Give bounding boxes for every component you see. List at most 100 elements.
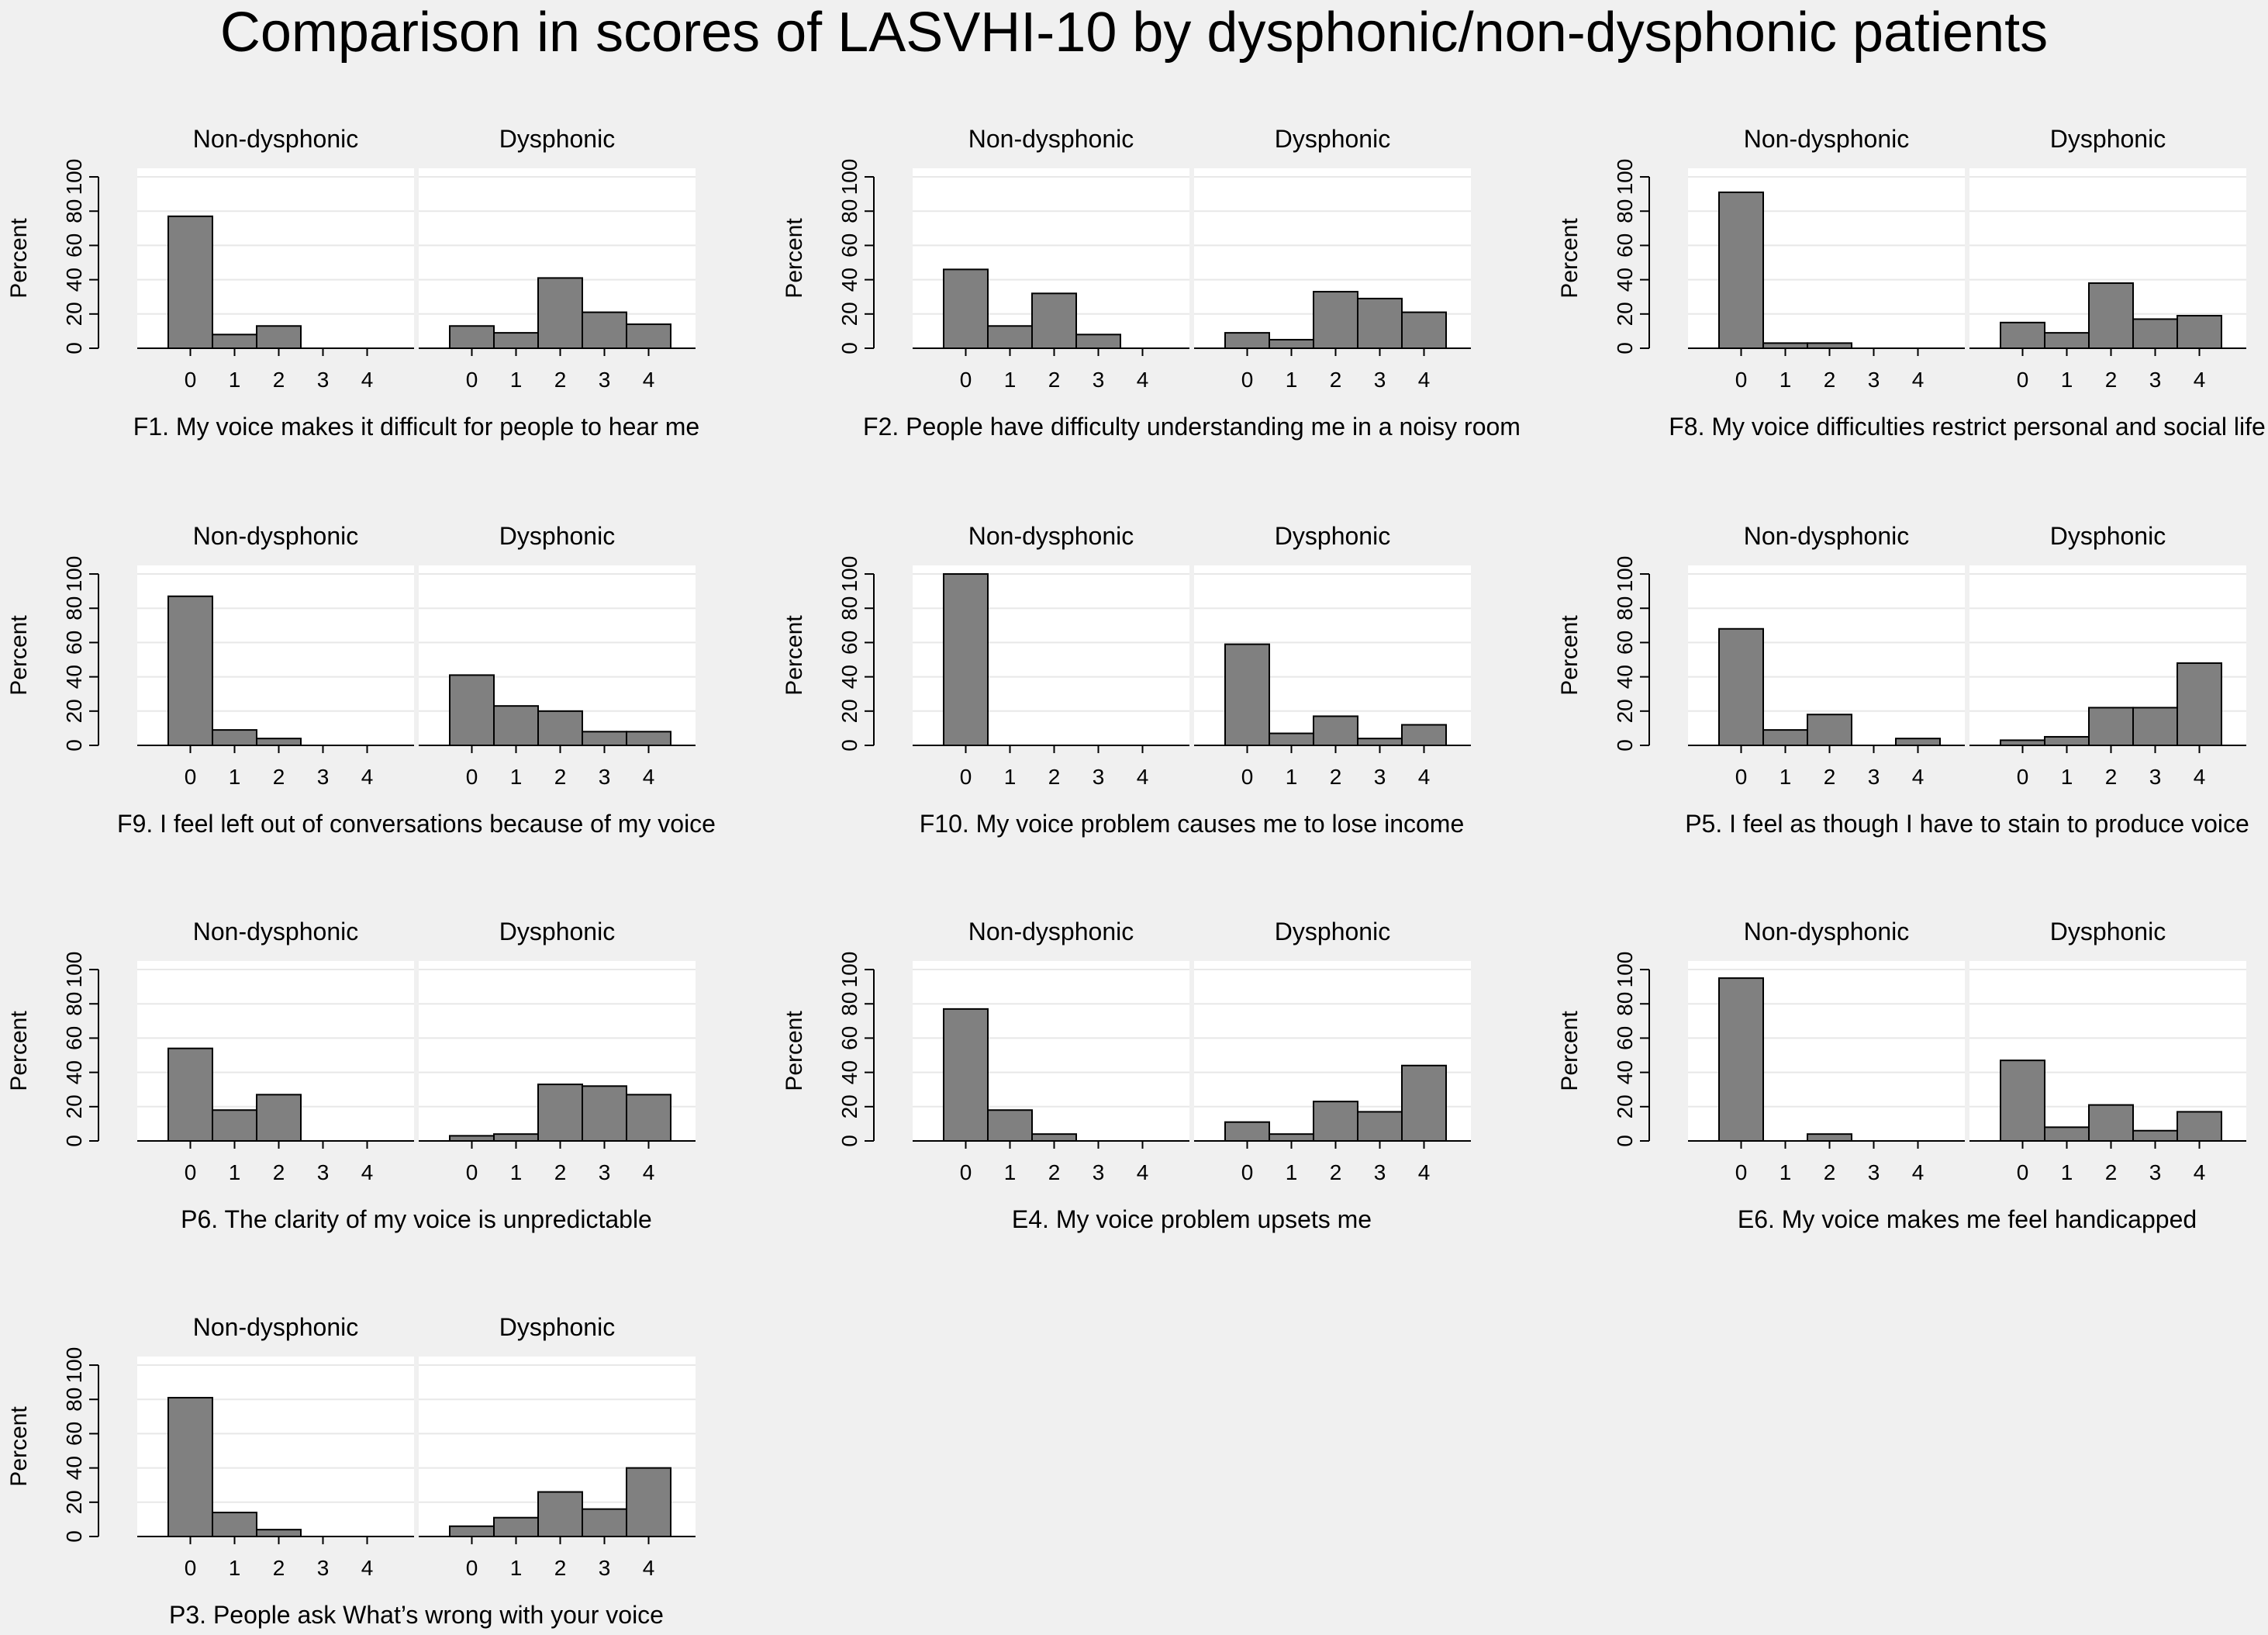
bar [212, 1109, 257, 1142]
y-tick-label: 100 [62, 556, 86, 593]
x-tick-label: 4 [643, 765, 655, 789]
panel-dysphonic: Dysphonic 0 1 2 3 4 [1194, 918, 1471, 1184]
bar [212, 1512, 257, 1537]
chart-title: P5. I feel as though I have to stain to … [1685, 810, 2249, 838]
panel-title: Dysphonic [2050, 522, 2166, 550]
panel-non-dysphonic: Non-dysphonic 0 1 2 3 4 [913, 125, 1189, 392]
bar [626, 323, 671, 350]
x-tick-label: 2 [1824, 368, 1836, 392]
x-tick-label: 0 [960, 368, 972, 392]
y-tick-label: 20 [837, 699, 861, 723]
x-tick-label: 4 [1418, 368, 1431, 392]
bar [1224, 643, 1270, 747]
x-tick-label: 0 [1241, 1160, 1254, 1184]
x-tick-label: 3 [599, 1556, 611, 1580]
bar [2000, 321, 2045, 350]
x-tick-label: 2 [1048, 368, 1061, 392]
x-tick-label: 3 [1093, 1160, 1105, 1184]
y-axis-label: Percent [6, 1406, 32, 1487]
panel-non-dysphonic: Non-dysphonic 0 1 2 3 4 [137, 522, 414, 789]
chart-title: E4. My voice problem upsets me [1012, 1205, 1372, 1233]
x-tick-label: 1 [2061, 765, 2073, 789]
figure-title: Comparison in scores of LASVHI-10 by dys… [219, 2, 2049, 64]
bar [1807, 714, 1852, 747]
x-tick-label: 4 [643, 1556, 655, 1580]
panel-non-dysphonic: Non-dysphonic 0 1 2 3 4 [913, 522, 1189, 789]
panel-dysphonic: Dysphonic 0 1 2 3 4 [1194, 522, 1471, 789]
y-tick-label: 100 [837, 952, 861, 988]
bar [1762, 729, 1808, 746]
bar [1313, 1101, 1358, 1142]
x-tick-label: 3 [599, 368, 611, 392]
bar [1718, 977, 1764, 1142]
y-tick-label: 80 [837, 199, 861, 223]
bar [212, 729, 257, 746]
y-tick-label: 80 [62, 199, 86, 223]
x-tick-label: 4 [1137, 765, 1149, 789]
x-tick-label: 0 [2017, 1160, 2029, 1184]
y-tick-label: 40 [837, 268, 861, 292]
x-tick-label: 2 [1824, 765, 1836, 789]
bar [167, 595, 213, 746]
panel-non-dysphonic: Non-dysphonic 0 1 2 3 4 [1688, 918, 1965, 1184]
bar [943, 268, 989, 349]
y-tick-label: 80 [837, 596, 861, 620]
x-tick-label: 1 [229, 765, 241, 789]
x-tick-label: 2 [273, 1160, 285, 1184]
x-tick-label: 2 [2105, 1160, 2118, 1184]
y-tick-label: 80 [1613, 992, 1637, 1016]
y-tick-label: 0 [62, 1135, 86, 1147]
x-tick-label: 0 [466, 1556, 478, 1580]
panel-non-dysphonic: Non-dysphonic 0 1 2 3 4 [137, 918, 414, 1184]
y-tick-label: 40 [1613, 1060, 1637, 1084]
y-tick-label: 40 [62, 268, 86, 292]
y-tick-label: 20 [1613, 699, 1637, 723]
y-tick-label: 80 [62, 1388, 86, 1412]
x-tick-label: 2 [1330, 1160, 1342, 1184]
x-tick-label: 3 [1868, 368, 1880, 392]
y-tick-label: 0 [1613, 739, 1637, 752]
x-tick-label: 4 [2194, 765, 2206, 789]
panel-dysphonic: Dysphonic 0 1 2 3 4 [1969, 918, 2246, 1184]
y-tick-label: 40 [837, 665, 861, 689]
x-tick-label: 2 [1330, 368, 1342, 392]
bar [256, 325, 302, 349]
panel-dysphonic: Dysphonic 0 1 2 3 4 [419, 918, 696, 1184]
bar [256, 738, 302, 747]
y-tick-label: 40 [62, 1060, 86, 1084]
bar [2044, 735, 2090, 747]
bar [1718, 627, 1764, 746]
bar [537, 1491, 583, 1537]
x-tick-label: 1 [229, 368, 241, 392]
y-tick-label: 20 [62, 1094, 86, 1118]
y-tick-label: 20 [1613, 1094, 1637, 1118]
bar [1031, 292, 1077, 349]
x-tick-label: 1 [1004, 1160, 1017, 1184]
bar [449, 325, 495, 349]
chart-title: F9. I feel left out of conversations bec… [117, 810, 716, 838]
panel-non-dysphonic: Non-dysphonic 0 1 2 3 4 [137, 1313, 414, 1580]
x-tick-label: 3 [599, 765, 611, 789]
x-tick-label: 0 [466, 765, 478, 789]
x-tick-label: 2 [1824, 1160, 1836, 1184]
x-tick-label: 1 [510, 1160, 523, 1184]
bar [212, 334, 257, 350]
x-tick-label: 4 [361, 765, 374, 789]
x-tick-label: 4 [1912, 1160, 1925, 1184]
y-tick-label: 0 [837, 739, 861, 752]
chart-title: E6. My voice makes me feel handicapped [1738, 1205, 2197, 1233]
bar [2177, 315, 2222, 349]
chart-title: P6. The clarity of my voice is unpredict… [181, 1205, 652, 1233]
bar [2177, 1111, 2222, 1142]
bar [1401, 1064, 1447, 1142]
panel-title: Non-dysphonic [193, 1313, 358, 1341]
bar [2000, 739, 2045, 746]
panel-title: Dysphonic [499, 1313, 615, 1341]
y-tick-label: 60 [62, 1026, 86, 1050]
x-tick-label: 3 [1374, 765, 1386, 789]
